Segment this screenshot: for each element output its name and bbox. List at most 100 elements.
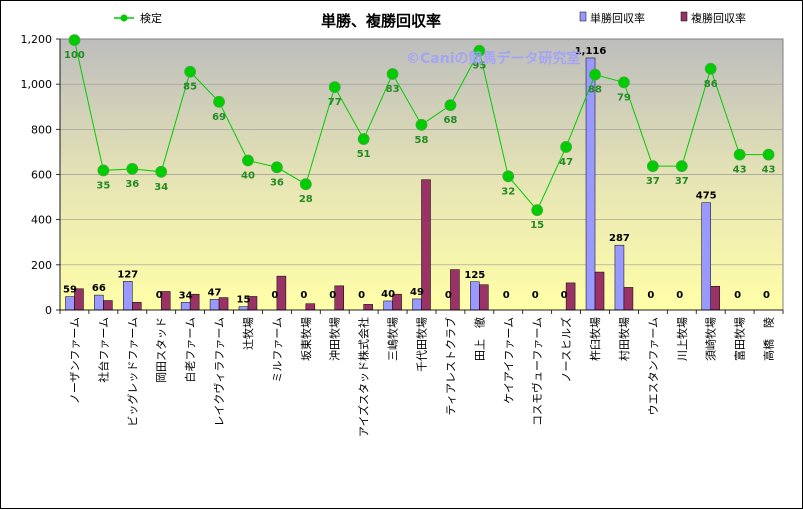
- x-category-label: 社台ファーム: [96, 317, 110, 383]
- y-tick-label: 800: [31, 123, 52, 136]
- test-value-label: 77: [328, 97, 342, 108]
- test-value-label: 43: [733, 165, 747, 176]
- win-bar: [470, 281, 480, 311]
- bars: [65, 57, 720, 311]
- win-bar: [238, 306, 249, 311]
- win-value-label: 287: [609, 233, 630, 244]
- x-category-label: 須崎牧場: [704, 317, 718, 361]
- test-point: [126, 162, 139, 175]
- win-bar: [65, 296, 75, 311]
- place-bar: [479, 284, 489, 311]
- test-point: [155, 165, 168, 178]
- test-point: [299, 178, 312, 191]
- x-category-label: 村田牧場: [617, 317, 631, 361]
- y-tick-label: 400: [31, 214, 52, 227]
- place-bar: [218, 297, 229, 311]
- test-point: [704, 62, 717, 75]
- legend-line: 検定: [114, 11, 162, 25]
- x-category-label: 田上 徹: [472, 317, 486, 361]
- win-bar: [614, 244, 625, 311]
- x-category-label: 川上牧場: [675, 317, 689, 361]
- test-value-label: 34: [154, 182, 168, 193]
- x-category-label: レイクヴィラファーム: [212, 317, 226, 426]
- win-bar: [123, 281, 133, 311]
- win-value-label: 0: [329, 290, 336, 301]
- win-bar: [383, 300, 393, 311]
- test-value-label: 58: [415, 135, 429, 146]
- test-value-label: 36: [270, 177, 284, 188]
- x-category-label: 岡田スタッド: [155, 317, 168, 383]
- win-bar: [412, 298, 422, 311]
- win-value-label: 1,116: [575, 46, 607, 57]
- win-value-label: 49: [410, 287, 424, 298]
- legend-win-swatch: [579, 11, 587, 22]
- test-value-label: 69: [212, 112, 226, 123]
- test-point: [328, 81, 341, 94]
- y-tick-label: 0: [45, 304, 52, 317]
- win-bar: [209, 299, 220, 311]
- win-bar: [94, 294, 104, 311]
- test-point: [675, 160, 688, 173]
- test-point: [733, 148, 746, 161]
- test-point: [531, 204, 544, 217]
- win-value-label: 47: [208, 287, 222, 298]
- test-value-label: 47: [559, 157, 573, 168]
- win-value-label: 59: [63, 285, 77, 296]
- test-value-label: 68: [443, 115, 457, 126]
- x-category-label: アイズスタッド株式会社: [357, 317, 371, 437]
- win-value-label: 127: [117, 269, 138, 280]
- test-point: [415, 118, 428, 131]
- test-value-label: 35: [96, 180, 110, 191]
- win-value-label: 0: [503, 290, 510, 301]
- y-tick-label: 1,200: [21, 33, 53, 46]
- legend-line-marker: [120, 14, 128, 22]
- test-value-label: 79: [617, 92, 631, 103]
- x-category-label: 杵臼牧場: [588, 317, 602, 361]
- legend-win: 単勝回収率: [579, 11, 645, 25]
- place-bar: [132, 302, 142, 311]
- y-tick-label: 200: [31, 259, 52, 272]
- x-axis: ノーザンファーム 社台ファーム ビッグレッドファーム 岡田スタッド 白老ファーム レイクヴ…: [59, 309, 784, 437]
- x-category-label: 辻牧場: [241, 317, 255, 350]
- test-point: [762, 148, 775, 161]
- x-category-label: ティアレストクラブ: [443, 317, 457, 415]
- test-value-label: 86: [704, 79, 718, 90]
- place-bar: [363, 304, 373, 311]
- chart-title: 単勝、複勝回収率: [321, 12, 441, 30]
- test-point: [646, 160, 659, 173]
- test-value-label: 28: [299, 194, 313, 205]
- win-value-label: 0: [561, 290, 568, 301]
- test-value-label: 83: [386, 84, 400, 95]
- test-value-label: 88: [588, 85, 602, 96]
- win-value-label: 40: [381, 289, 395, 300]
- x-category-label: 沖田牧場: [328, 317, 342, 361]
- legend-line-label: 検定: [140, 11, 162, 25]
- x-category-label: ノースヒルズ: [559, 317, 573, 382]
- x-category-label: 富田牧場: [733, 317, 747, 361]
- win-value-label: 34: [179, 290, 193, 301]
- line-series: [68, 34, 775, 217]
- win-value-label: 15: [237, 295, 251, 306]
- watermark: ©Caniの競馬データ研究室: [406, 50, 581, 67]
- legend-win-label: 単勝回収率: [590, 11, 645, 25]
- test-point: [444, 99, 457, 112]
- win-value-label: 0: [763, 290, 770, 301]
- test-point: [184, 65, 197, 78]
- test-point: [68, 34, 81, 47]
- test-point: [97, 164, 110, 177]
- win-value-label: 0: [300, 290, 307, 301]
- test-value-label: 43: [762, 165, 776, 176]
- test-value-label: 36: [125, 179, 139, 190]
- win-value-label: 0: [445, 290, 452, 301]
- place-bar: [710, 286, 720, 311]
- x-category-label: 千代田牧場: [415, 317, 429, 372]
- win-value-label: 66: [92, 283, 106, 294]
- win-value-label: 0: [734, 290, 741, 301]
- test-value-label: 15: [530, 220, 544, 231]
- test-point: [502, 170, 515, 183]
- x-category-label: ビッグレッドファーム: [125, 317, 139, 427]
- y-tick-label: 1,000: [21, 78, 53, 91]
- legend-place-swatch: [680, 11, 688, 22]
